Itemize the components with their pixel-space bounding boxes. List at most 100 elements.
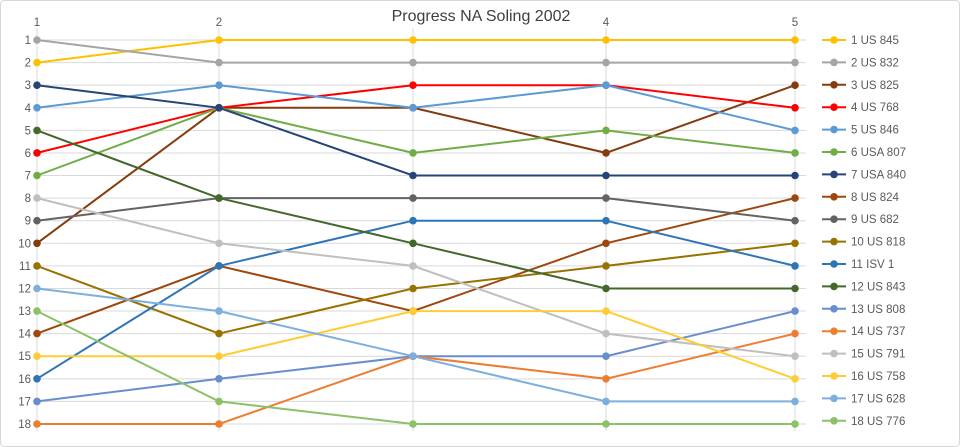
- data-point: [409, 216, 417, 225]
- y-axis-tick-label: 2: [25, 58, 31, 70]
- legend-item: 8 US 824: [822, 192, 900, 204]
- y-axis-tick-label: 3: [25, 80, 31, 92]
- data-point: [791, 307, 799, 315]
- legend-marker-dot: [830, 103, 838, 111]
- data-point: [215, 420, 223, 428]
- data-point: [409, 194, 417, 202]
- data-point: [602, 149, 610, 157]
- legend-item: 16 US 758: [822, 371, 905, 383]
- data-point: [215, 307, 223, 315]
- legend-label: 14 US 737: [851, 326, 905, 338]
- legend-label: 12 US 843: [851, 281, 905, 293]
- data-point: [33, 58, 41, 67]
- data-point: [791, 149, 799, 157]
- legend-label: 17 US 628: [851, 393, 905, 405]
- data-point: [791, 329, 799, 338]
- legend-item: 18 US 776: [822, 416, 905, 428]
- legend-label: 9 US 682: [851, 214, 899, 226]
- y-axis-tick-label: 4: [25, 103, 32, 115]
- legend-label: 8 US 824: [851, 192, 900, 204]
- data-point: [409, 420, 417, 428]
- data-point: [215, 36, 223, 44]
- legend-item: 10 US 818: [822, 237, 905, 249]
- legend-marker-dot: [830, 305, 838, 313]
- series-1-us-845: [33, 36, 799, 67]
- data-point: [33, 194, 41, 202]
- data-point: [602, 36, 610, 44]
- legend-item: 4 US 768: [822, 102, 899, 114]
- x-axis-tick-label: 2: [216, 17, 222, 29]
- data-point: [33, 239, 41, 248]
- data-point: [409, 262, 417, 270]
- data-point: [215, 104, 223, 112]
- data-point: [602, 284, 610, 293]
- y-axis-tick-label: 8: [25, 193, 31, 205]
- data-point: [602, 329, 610, 338]
- data-point: [409, 58, 417, 67]
- legend-item: 5 US 846: [822, 125, 899, 137]
- data-point: [791, 262, 799, 270]
- data-point: [602, 58, 610, 67]
- data-point: [602, 216, 610, 225]
- legend: 1 US 845 2 US 832 3 US 825 4 US 768 5 US 846…: [822, 35, 906, 428]
- legend-marker-dot: [830, 36, 838, 44]
- legend-marker-dot: [830, 215, 838, 223]
- y-axis-tick-label: 11: [19, 261, 31, 273]
- legend-label: 4 US 768: [851, 102, 899, 114]
- legend-marker-dot: [830, 237, 838, 246]
- legend-marker-dot: [830, 148, 838, 156]
- data-point: [602, 239, 610, 248]
- data-point: [791, 36, 799, 44]
- series-12-us-843: [33, 126, 799, 293]
- legend-marker-dot: [830, 349, 838, 358]
- y-axis-tick-label: 1: [25, 35, 31, 47]
- legend-label: 18 US 776: [851, 416, 905, 428]
- data-point: [409, 307, 417, 315]
- y-axis-tick-label: 16: [18, 374, 31, 386]
- data-point: [791, 216, 799, 225]
- data-point: [33, 284, 41, 293]
- data-point: [602, 352, 610, 361]
- y-axis-tick-label: 6: [25, 148, 31, 160]
- legend-label: 15 US 791: [851, 349, 905, 361]
- x-axis-tick-label: 1: [34, 17, 40, 29]
- legend-item: 6 USA 807: [822, 147, 906, 159]
- data-point: [602, 171, 610, 180]
- data-point: [791, 81, 799, 89]
- legend-marker-dot: [830, 394, 838, 403]
- data-point: [215, 239, 223, 248]
- legend-label: 11 ISV 1: [851, 259, 894, 271]
- data-point: [33, 262, 41, 270]
- y-axis-tick-label: 10: [18, 238, 31, 250]
- data-point: [33, 171, 41, 180]
- data-point: [33, 216, 41, 225]
- x-axis-tick-label: 5: [792, 17, 798, 29]
- data-point: [215, 329, 223, 338]
- data-point: [791, 104, 799, 112]
- data-point: [791, 420, 799, 428]
- legend-item: 11 ISV 1: [822, 259, 894, 271]
- y-axis-tick-label: 7: [25, 171, 31, 183]
- data-point: [33, 352, 41, 361]
- legend-label: 13 US 808: [851, 304, 905, 316]
- legend-item: 15 US 791: [822, 349, 905, 361]
- data-point: [791, 194, 799, 202]
- data-point: [33, 149, 41, 157]
- data-point: [791, 58, 799, 67]
- legend-label: 16 US 758: [851, 371, 905, 383]
- legend-item: 3 US 825: [822, 80, 899, 92]
- y-axis-tick-label: 15: [18, 351, 31, 363]
- series-10-us-818: [33, 239, 799, 338]
- data-point: [33, 307, 41, 315]
- data-point: [215, 194, 223, 202]
- legend-item: 12 US 843: [822, 281, 905, 293]
- data-point: [33, 104, 41, 112]
- data-point: [409, 81, 417, 89]
- y-axis-tick-label: 5: [25, 125, 31, 137]
- x-axis-tick-label: 4: [603, 17, 610, 29]
- data-point: [791, 239, 799, 248]
- data-point: [791, 284, 799, 293]
